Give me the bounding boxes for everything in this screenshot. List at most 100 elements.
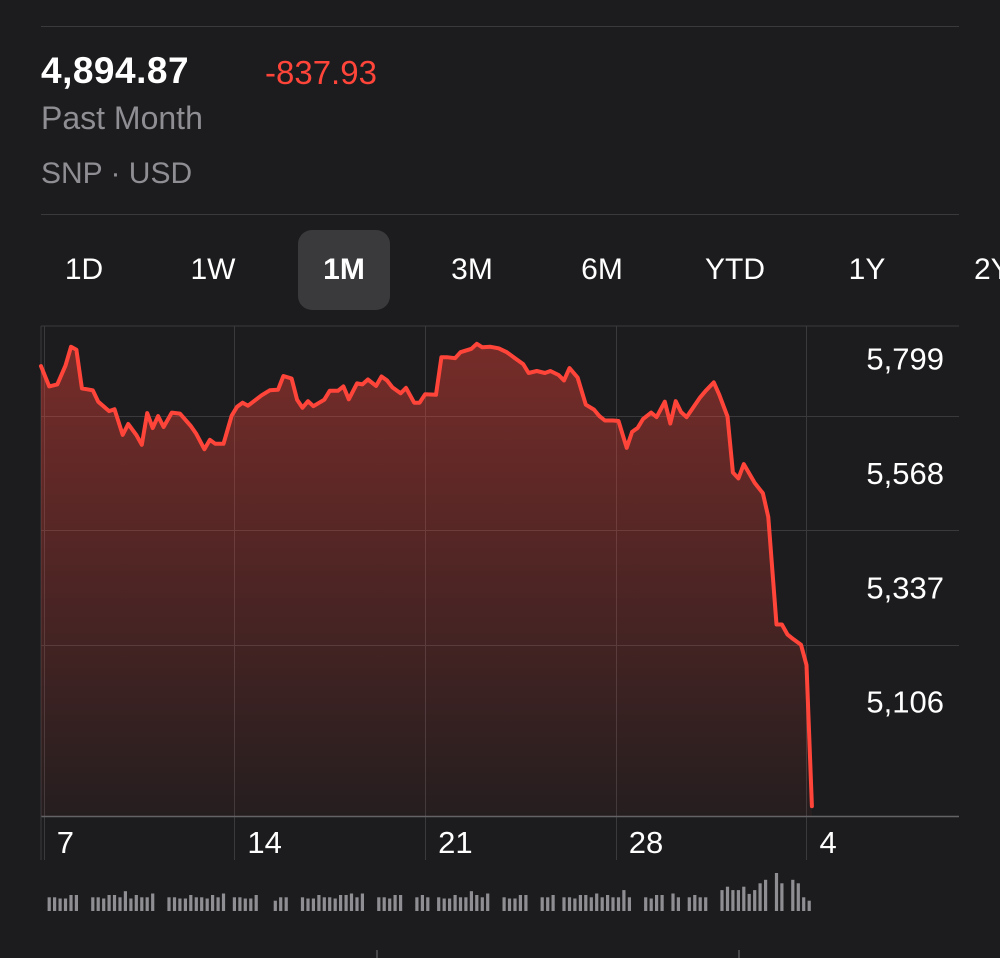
volume-bar <box>91 897 95 911</box>
volume-bar <box>151 893 155 911</box>
volume-bar <box>524 895 528 911</box>
volume-bar <box>167 897 171 911</box>
volume-bar <box>382 897 386 911</box>
x-tick-label: 14 <box>247 825 281 860</box>
volume-bar <box>426 897 430 911</box>
volume-bar <box>611 897 615 911</box>
volume-bar <box>764 879 768 911</box>
volume-bar <box>698 897 702 911</box>
volume-bar <box>118 897 122 911</box>
price-area <box>41 343 812 816</box>
tab-1y[interactable]: 1Y <box>848 253 886 286</box>
tab-1w[interactable]: 1W <box>190 253 236 286</box>
y-tick-label: 5,568 <box>866 456 944 491</box>
volume-bar <box>249 898 253 911</box>
volume-bars <box>47 873 811 911</box>
volume-bar <box>502 897 506 911</box>
volume-bar <box>802 897 806 911</box>
top-divider <box>41 26 959 27</box>
volume-bar <box>205 898 209 911</box>
volume-bar <box>747 893 751 911</box>
volume-bar <box>322 897 326 911</box>
volume-bar <box>780 883 784 911</box>
volume-bar <box>589 897 593 911</box>
tab-2y[interactable]: 2Y <box>974 253 1000 286</box>
volume-bar <box>807 900 811 911</box>
volume-bar <box>96 897 100 911</box>
volume-bar <box>595 893 599 911</box>
footer-divider-left <box>376 950 378 958</box>
volume-bar <box>687 897 691 911</box>
volume-bar <box>140 897 144 911</box>
volume-bar <box>399 895 403 911</box>
tab-6m[interactable]: 6M <box>581 253 623 286</box>
volume-bar <box>627 897 631 911</box>
volume-bar <box>216 897 220 911</box>
volume-bar <box>606 895 610 911</box>
volume-bar <box>676 897 680 911</box>
volume-bar <box>200 897 204 911</box>
tab-1d[interactable]: 1D <box>64 253 104 286</box>
volume-bar <box>796 883 800 911</box>
volume-bar <box>469 891 473 911</box>
volume-bar <box>774 873 779 911</box>
volume-bar <box>47 897 51 911</box>
volume-bar <box>58 898 62 911</box>
volume-bar <box>742 886 746 911</box>
volume-bar <box>328 897 332 911</box>
volume-bar <box>567 897 572 911</box>
volume-bar <box>644 897 648 911</box>
footer-divider-right <box>738 950 740 958</box>
volume-bar <box>540 897 544 911</box>
volume-bar <box>178 898 182 911</box>
volume-bar <box>415 897 419 911</box>
volume-bar <box>333 898 337 911</box>
y-tick-label: 5,337 <box>866 570 944 605</box>
x-tick-label: 21 <box>438 825 472 860</box>
volume-bar <box>145 897 149 911</box>
exchange-currency: SNP · USD <box>41 157 193 190</box>
volume-bar <box>279 897 283 911</box>
volume-bar <box>578 895 582 911</box>
volume-bar <box>736 890 740 911</box>
volume-bar <box>458 897 463 911</box>
volume-bar <box>791 879 795 911</box>
volume-bar <box>660 895 664 911</box>
volume-bar <box>393 895 397 911</box>
volume-bar <box>704 897 708 911</box>
volume-bar <box>317 895 321 911</box>
volume-bar <box>300 897 305 911</box>
tab-1m[interactable]: 1M <box>298 230 390 310</box>
volume-bar <box>518 895 522 911</box>
tab-3m[interactable]: 3M <box>451 253 493 286</box>
volume-bar <box>486 893 490 911</box>
volume-bar <box>69 895 73 911</box>
tab-ytd[interactable]: YTD <box>705 253 765 286</box>
volume-bar <box>123 891 127 911</box>
volume-bar <box>189 895 193 911</box>
volume-bar <box>134 895 138 911</box>
volume-bar <box>183 898 187 911</box>
volume-bar <box>243 898 247 911</box>
volume-bar <box>671 893 675 911</box>
volume-bar <box>238 897 242 911</box>
volume-bar <box>349 893 354 911</box>
x-tick-label: 4 <box>819 825 836 860</box>
volume-bar <box>649 898 653 911</box>
volume-bar <box>453 895 457 911</box>
volume-bar <box>442 898 446 911</box>
y-tick-label: 5,106 <box>866 685 944 720</box>
volume-bar <box>420 895 424 911</box>
volume-bar <box>731 890 735 911</box>
volume-bar <box>339 895 343 911</box>
volume-bar <box>437 897 441 911</box>
volume-bar <box>513 898 517 911</box>
volume-bar <box>725 886 730 911</box>
price-change: -837.93 <box>265 54 377 91</box>
price-line <box>39 341 814 809</box>
volume-bar <box>172 897 177 911</box>
volume-bar <box>753 890 757 911</box>
volume-bar <box>232 897 236 911</box>
volume-bar <box>355 897 359 911</box>
